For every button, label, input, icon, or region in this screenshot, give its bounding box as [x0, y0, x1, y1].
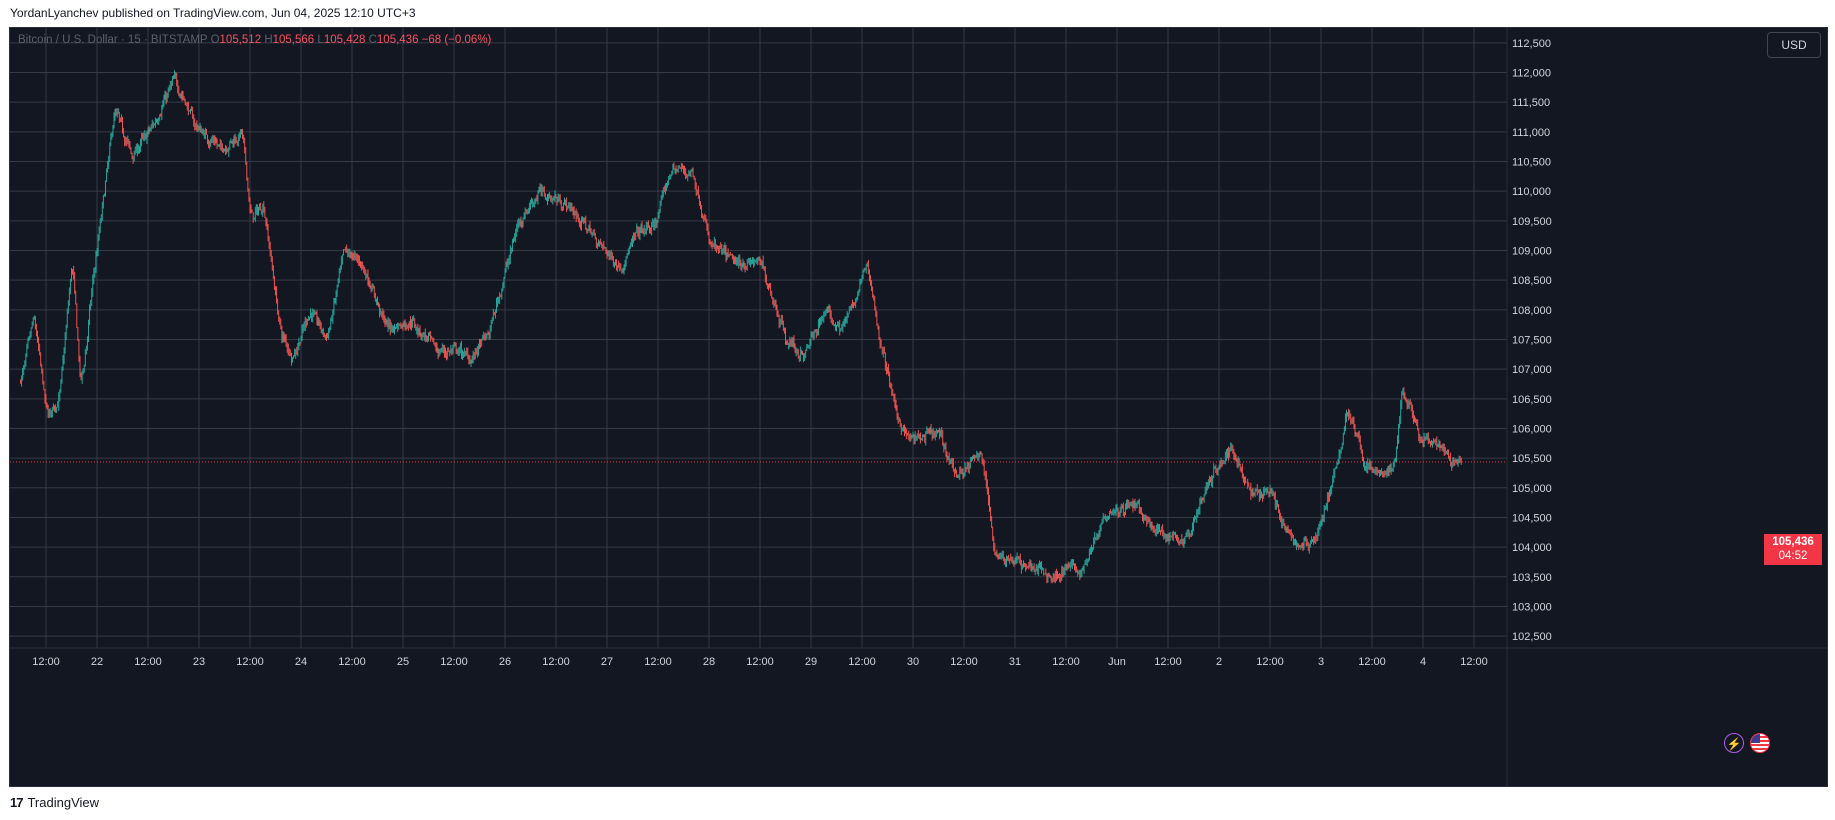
price-tick-label: 111,000 [1512, 127, 1550, 139]
price-tick-label: 109,500 [1512, 216, 1552, 228]
price-tick-label: 102,500 [1512, 631, 1552, 643]
time-tick-label: 12:00 [1256, 656, 1284, 668]
price-tick-label: 103,000 [1512, 601, 1552, 613]
symbol-name: Bitcoin / U.S. Dollar · 15 · BITSTAMP [18, 34, 208, 46]
time-tick-label: 12:00 [338, 656, 366, 668]
candles [10, 70, 1507, 584]
tradingview-brand: TradingView [27, 795, 100, 810]
time-tick-label: 25 [397, 656, 409, 668]
time-tick-label: 2 [1216, 656, 1222, 668]
chart-panel[interactable]: 102,500 103,000 103,500 104,000 104,500 105,0… [9, 27, 1828, 787]
time-tick-label: 22 [91, 656, 103, 668]
time-tick-label: 31 [1009, 656, 1021, 668]
time-tick-label: 23 [193, 656, 205, 668]
time-tick-label: 29 [805, 656, 817, 668]
time-tick-label: 30 [907, 656, 919, 668]
bar-countdown: 04:52 [1778, 550, 1808, 562]
close-value: 105,436 [376, 34, 419, 46]
price-tick-label: 105,500 [1512, 453, 1552, 465]
time-tick-label: 12:00 [644, 656, 672, 668]
last-price-tag: 105,436 04:52 [1764, 534, 1822, 565]
price-tick-label: 112,000 [1512, 67, 1551, 79]
time-tick-label: 12:00 [950, 656, 978, 668]
price-tick-label: 103,500 [1512, 572, 1552, 584]
symbol-legend: Bitcoin / U.S. Dollar · 15 · BITSTAMP O1… [18, 34, 491, 46]
low-label: L [317, 34, 324, 46]
time-tick-label: 12:00 [542, 656, 570, 668]
time-tick-label: 4 [1420, 656, 1426, 668]
lightning-icon[interactable]: ⚡ [1724, 733, 1744, 753]
high-label: H [264, 34, 273, 46]
price-tick-label: 107,000 [1512, 364, 1552, 376]
change-value: −68 (−0.06%) [421, 34, 492, 46]
price-tick-label: 104,000 [1512, 542, 1552, 554]
price-axis: 102,500 103,000 103,500 104,000 104,500 105,0… [1506, 28, 1552, 786]
high-value: 105,566 [272, 34, 315, 46]
time-tick-label: 12:00 [1358, 656, 1386, 668]
time-tick-label: 28 [703, 656, 715, 668]
price-tick-label: 106,000 [1512, 423, 1552, 435]
close-label: C [368, 34, 377, 46]
price-tick-label: 106,500 [1512, 394, 1552, 406]
price-tick-label: 110,000 [1512, 186, 1551, 198]
time-tick-label: 27 [601, 656, 613, 668]
time-tick-label: 12:00 [32, 656, 60, 668]
bottom-right-icons: ⚡ [1724, 733, 1770, 753]
price-tick-label: 108,500 [1512, 275, 1552, 287]
time-tick-label: 12:00 [1154, 656, 1182, 668]
open-label: O [210, 34, 220, 46]
grid-lines [10, 28, 1507, 648]
time-tick-label: 12:00 [848, 656, 876, 668]
time-tick-label: 12:00 [746, 656, 774, 668]
price-tick-label: 111,500 [1512, 97, 1550, 109]
price-tick-label: 107,500 [1512, 334, 1552, 346]
time-tick-label: 3 [1318, 656, 1324, 668]
last-price-value: 105,436 [1772, 536, 1814, 548]
currency-button[interactable]: USD [1767, 32, 1821, 58]
time-tick-label: 24 [295, 656, 307, 668]
time-tick-label: 12:00 [1460, 656, 1488, 668]
price-tick-label: 104,500 [1512, 512, 1552, 524]
us-flag-icon[interactable] [1750, 733, 1770, 753]
time-tick-label: Jun [1108, 656, 1126, 668]
tradingview-mark-icon: 17 [10, 795, 24, 810]
price-tick-label: 109,000 [1512, 245, 1552, 257]
price-tick-label: 108,000 [1512, 305, 1552, 317]
tradingview-logo[interactable]: 17 TradingView [10, 795, 99, 810]
time-axis: 12:00 22 12:00 23 12:00 24 12:00 25 12:00 26 12:00… [10, 647, 1827, 668]
time-tick-label: 12:00 [236, 656, 264, 668]
time-tick-label: 12:00 [440, 656, 468, 668]
price-tick-label: 112,500 [1512, 38, 1551, 50]
time-tick-label: 12:00 [134, 656, 162, 668]
price-tick-label: 105,000 [1512, 483, 1552, 495]
time-tick-label: 12:00 [1052, 656, 1080, 668]
open-value: 105,512 [219, 34, 262, 46]
price-tick-label: 110,500 [1512, 156, 1551, 168]
low-value: 105,428 [323, 34, 366, 46]
candlestick-chart[interactable]: 102,500 103,000 103,500 104,000 104,500 105,0… [10, 28, 1827, 786]
time-tick-label: 26 [499, 656, 511, 668]
publisher-header: YordanLyanchev published on TradingView.… [10, 6, 416, 20]
